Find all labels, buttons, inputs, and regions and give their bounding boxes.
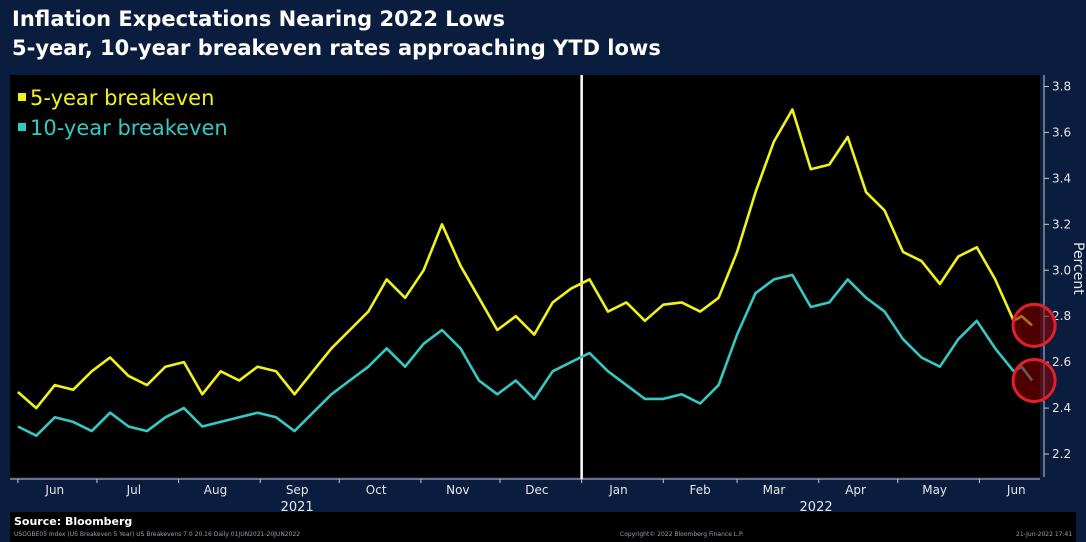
y-tick-label: 3.0 — [1052, 263, 1071, 277]
legend-label-10-year: 10-year breakeven — [30, 116, 228, 140]
source-note: Source: Bloomberg — [14, 515, 133, 528]
y-tick-label: 3.6 — [1052, 125, 1071, 139]
x-tick-label: Jun — [44, 483, 64, 497]
x-tick-label: Mar — [763, 483, 786, 497]
highlight-circle-10-year — [1011, 358, 1057, 404]
x-tick-label: May — [922, 483, 947, 497]
y-axis-title: Percent — [1070, 242, 1086, 295]
x-tick-label: Oct — [366, 483, 387, 497]
footer-timestamp: 21-Jun-2022 17:41 — [1016, 531, 1073, 538]
year-label: 2021 — [281, 500, 314, 515]
legend-item-10-year: 10-year breakeven — [18, 116, 228, 140]
footer-copyright: Copyright© 2022 Bloomberg Finance L.P. — [620, 531, 744, 538]
x-tick-label: Apr — [845, 483, 866, 497]
y-tick-label: 2.8 — [1052, 309, 1071, 323]
y-tick-label: 3.4 — [1052, 171, 1071, 185]
chart-subtitle: 5-year, 10-year breakeven rates approach… — [12, 36, 661, 60]
legend-item-5-year: 5-year breakeven — [18, 86, 214, 110]
chart-title: Inflation Expectations Nearing 2022 Lows — [12, 7, 505, 31]
x-tick-label: Nov — [446, 483, 469, 497]
legend-swatch-5-year — [18, 93, 26, 101]
x-tick-label: Sep — [286, 483, 309, 497]
y-tick-label: 2.2 — [1052, 447, 1071, 461]
x-tick-label: Jan — [608, 483, 628, 497]
legend-swatch-10-year — [18, 123, 26, 131]
y-tick-label: 2.6 — [1052, 355, 1071, 369]
y-tick-label: 3.2 — [1052, 217, 1071, 231]
x-tick-label: Aug — [204, 483, 227, 497]
year-label: 2022 — [800, 500, 833, 515]
x-tick-label: Jul — [126, 483, 141, 497]
legend-label-5-year: 5-year breakeven — [30, 86, 215, 110]
footer-bar — [10, 512, 1076, 542]
series-line-5-year — [17, 108, 1033, 410]
x-tick-label: Jun — [1006, 483, 1026, 497]
y-tick-label: 2.4 — [1052, 401, 1071, 415]
x-tick-label: Feb — [690, 483, 711, 497]
series-line-10-year — [17, 273, 1034, 438]
highlight-circle-5-year — [1011, 302, 1057, 348]
footer-ticker-info: USGGBE05 Index (US Breakeven 5 Year) US … — [14, 531, 301, 538]
x-tick-label: Dec — [525, 483, 548, 497]
y-tick-label: 3.8 — [1052, 79, 1071, 93]
